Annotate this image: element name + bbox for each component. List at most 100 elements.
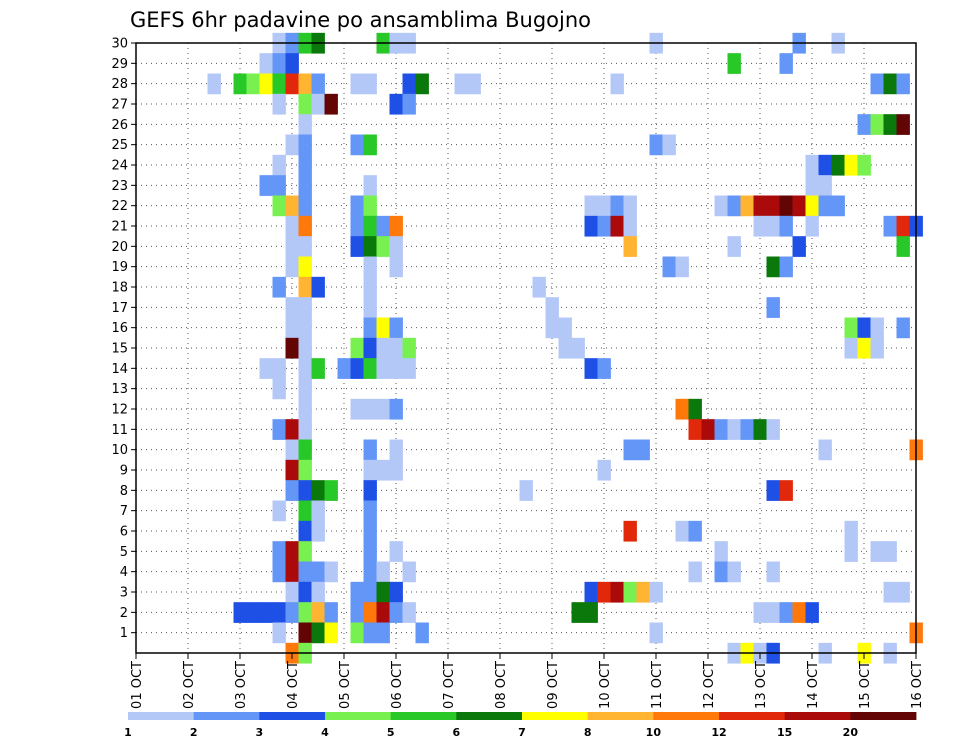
heatmap-cell	[766, 195, 780, 217]
heatmap-cell	[389, 93, 403, 115]
chart-title: GEFS 6hr padavine po ansamblima Bugojno	[130, 8, 591, 32]
heatmap-cell	[623, 581, 637, 603]
heatmap-cell	[298, 317, 312, 339]
legend-label: 6	[453, 726, 461, 739]
heatmap-cell	[818, 195, 832, 217]
heatmap-cell	[714, 561, 728, 583]
heatmap-cell	[311, 520, 325, 542]
heatmap-cell	[311, 581, 325, 603]
heatmap-cell	[389, 236, 403, 257]
heatmap-cell	[298, 500, 312, 522]
heatmap-cell	[259, 53, 273, 74]
heatmap-cell	[792, 236, 806, 257]
heatmap-cell	[272, 602, 286, 623]
heatmap-cell	[597, 358, 611, 379]
heatmap-cell	[298, 297, 312, 318]
heatmap-cell	[805, 215, 819, 237]
legend-swatch	[456, 712, 523, 720]
heatmap-cell	[233, 602, 247, 623]
heatmap-cell	[610, 581, 624, 603]
heatmap-cell	[766, 480, 780, 501]
y-tick-label: 29	[111, 57, 128, 72]
heatmap-cell	[272, 175, 286, 196]
y-tick-label: 3	[120, 586, 128, 601]
heatmap-cell	[363, 317, 377, 339]
heatmap-cell	[740, 195, 754, 217]
heatmap-cell	[272, 53, 286, 74]
heatmap-cell	[870, 541, 884, 562]
legend-label: 1	[124, 726, 132, 739]
heatmap-cell	[467, 73, 481, 95]
heatmap-cell	[844, 541, 858, 562]
y-tick-label: 24	[111, 159, 128, 174]
heatmap-cell	[285, 541, 299, 562]
heatmap-cell	[298, 134, 312, 156]
heatmap-cell	[298, 622, 312, 644]
heatmap-cell	[337, 358, 351, 379]
heatmap-cell	[350, 337, 364, 359]
heatmap-cell	[870, 114, 884, 135]
heatmap-cell	[350, 73, 364, 95]
heatmap-cell	[727, 561, 741, 583]
legend-swatch	[128, 712, 195, 720]
heatmap-cell	[389, 439, 403, 461]
heatmap-cell	[298, 419, 312, 440]
heatmap-cell	[896, 581, 910, 603]
heatmap-cell	[584, 602, 598, 623]
heatmap-cell	[545, 297, 559, 318]
heatmap-cell	[649, 134, 663, 156]
heatmap-cell	[298, 398, 312, 420]
heatmap-cell	[376, 215, 390, 237]
legend-label: 12	[711, 726, 726, 739]
heatmap-cell	[389, 581, 403, 603]
heatmap-cell	[584, 358, 598, 379]
heatmap-cell	[662, 256, 676, 278]
heatmap-cell	[298, 581, 312, 603]
heatmap-cell	[883, 541, 897, 562]
heatmap-cell	[285, 561, 299, 583]
heatmap-cell	[402, 337, 416, 359]
heatmap-cell	[285, 195, 299, 217]
heatmap-cell	[376, 622, 390, 644]
heatmap-cell	[259, 175, 273, 196]
heatmap-cell	[233, 73, 247, 95]
heatmap-cell	[272, 154, 286, 176]
heatmap-cell	[389, 317, 403, 339]
y-tick-label: 20	[111, 240, 128, 255]
heatmap-cell	[805, 602, 819, 623]
heatmap-cell	[857, 114, 871, 135]
heatmap-cell	[376, 398, 390, 420]
heatmap-cell	[753, 195, 767, 217]
heatmap-cell	[623, 520, 637, 542]
heatmap-cell	[363, 602, 377, 623]
legend-label: 3	[256, 726, 264, 739]
heatmap-cell	[259, 73, 273, 95]
heatmap-cell	[792, 195, 806, 217]
heatmap-cell	[649, 581, 663, 603]
heatmap-cell	[324, 480, 338, 501]
heatmap-cell	[311, 73, 325, 95]
y-tick-label: 2	[120, 606, 128, 621]
heatmap-cell	[896, 236, 910, 257]
heatmap-cell	[701, 419, 715, 440]
heatmap-cell	[285, 297, 299, 318]
heatmap-cell	[727, 53, 741, 74]
y-tick-label: 27	[111, 98, 128, 113]
heatmap-cell	[272, 622, 286, 644]
heatmap-cell	[571, 602, 585, 623]
heatmap-cell	[298, 195, 312, 217]
heatmap-cell	[896, 317, 910, 339]
heatmap-cell	[272, 419, 286, 440]
heatmap-cell	[766, 419, 780, 440]
heatmap-cell	[298, 236, 312, 257]
y-tick-label: 30	[111, 37, 128, 52]
heatmap-cell	[844, 154, 858, 176]
heatmap-cell	[688, 561, 702, 583]
heatmap-cell	[766, 602, 780, 623]
y-tick-label: 26	[111, 118, 128, 133]
heatmap-cell	[376, 602, 390, 623]
heatmap-cell	[779, 602, 793, 623]
heatmap-cell	[298, 215, 312, 237]
heatmap-cell	[363, 175, 377, 196]
heatmap-cell	[779, 215, 793, 237]
